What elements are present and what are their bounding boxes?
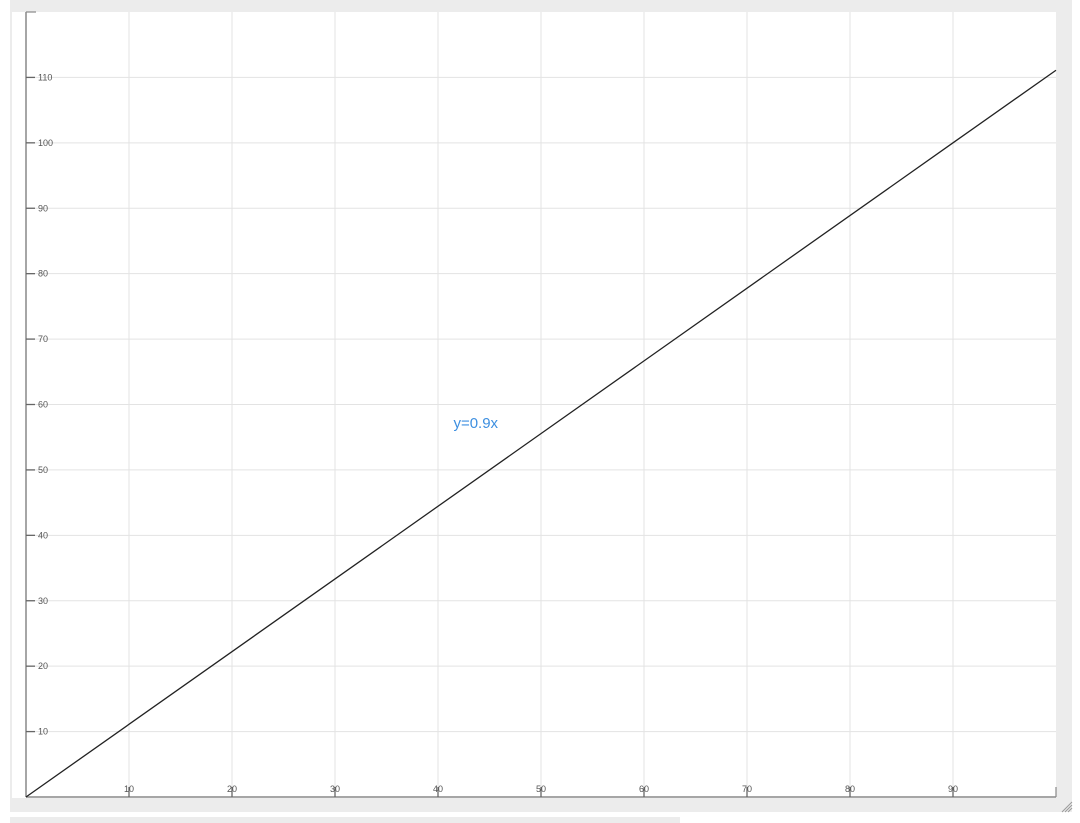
y-tick-label: 30 xyxy=(38,596,48,606)
y-tick-label: 20 xyxy=(38,661,48,671)
annotations: y=0.9x xyxy=(453,415,498,432)
y-tick-label: 100 xyxy=(38,138,53,148)
y-tick-label: 10 xyxy=(38,727,48,737)
series xyxy=(25,69,1057,798)
line-label: y=0.9x xyxy=(453,415,498,432)
grid xyxy=(26,12,1056,797)
ticks: 1020304050607080901020304050607080901001… xyxy=(26,72,958,797)
y-tick-label: 50 xyxy=(38,465,48,475)
y-tick-label: 40 xyxy=(38,530,48,540)
y-tick-label: 70 xyxy=(38,334,48,344)
y-tick-label: 90 xyxy=(38,203,48,213)
y-tick-label: 60 xyxy=(38,400,48,410)
y-tick-label: 110 xyxy=(38,72,52,82)
series-line xyxy=(25,69,1057,798)
bottom-panel xyxy=(10,817,680,823)
resize-grip-icon[interactable] xyxy=(1061,801,1073,813)
y-tick-label: 80 xyxy=(38,269,48,279)
